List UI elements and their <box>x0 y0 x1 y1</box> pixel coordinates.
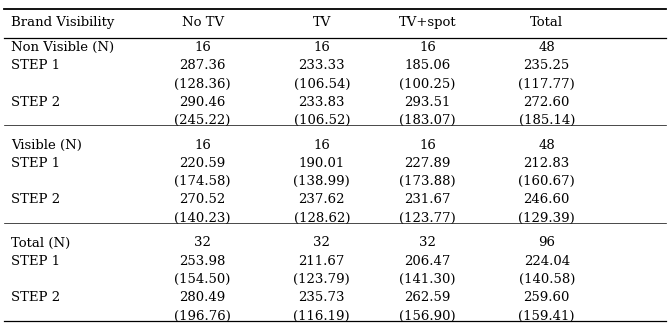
Text: 32: 32 <box>314 237 330 250</box>
Text: 259.60: 259.60 <box>523 291 570 304</box>
Text: (141.30): (141.30) <box>399 273 456 286</box>
Text: 224.04: 224.04 <box>524 255 570 268</box>
Text: STEP 2: STEP 2 <box>11 96 60 109</box>
Text: 280.49: 280.49 <box>180 291 226 304</box>
Text: 237.62: 237.62 <box>299 193 345 206</box>
Text: 16: 16 <box>419 139 436 152</box>
Text: (156.90): (156.90) <box>399 309 456 322</box>
Text: STEP 1: STEP 1 <box>11 157 60 170</box>
Text: Visible (N): Visible (N) <box>11 139 82 152</box>
Text: 48: 48 <box>539 139 555 152</box>
Text: 246.60: 246.60 <box>523 193 570 206</box>
Text: (154.50): (154.50) <box>174 273 231 286</box>
Text: Total: Total <box>530 16 563 29</box>
Text: (123.79): (123.79) <box>293 273 350 286</box>
Text: 16: 16 <box>314 139 330 152</box>
Text: (183.07): (183.07) <box>399 114 456 127</box>
Text: TV+spot: TV+spot <box>399 16 456 29</box>
Text: 16: 16 <box>314 41 330 54</box>
Text: (140.23): (140.23) <box>174 212 231 225</box>
Text: 32: 32 <box>194 237 211 250</box>
Text: 16: 16 <box>419 41 436 54</box>
Text: (128.62): (128.62) <box>293 212 350 225</box>
Text: 262.59: 262.59 <box>405 291 451 304</box>
Text: 211.67: 211.67 <box>299 255 345 268</box>
Text: STEP 1: STEP 1 <box>11 59 60 72</box>
Text: (129.39): (129.39) <box>519 212 575 225</box>
Text: 231.67: 231.67 <box>405 193 451 206</box>
Text: (128.36): (128.36) <box>174 77 231 90</box>
Text: Total (N): Total (N) <box>11 237 70 250</box>
Text: 270.52: 270.52 <box>180 193 226 206</box>
Text: (123.77): (123.77) <box>399 212 456 225</box>
Text: 212.83: 212.83 <box>524 157 570 170</box>
Text: Brand Visibility: Brand Visibility <box>11 16 114 29</box>
Text: (138.99): (138.99) <box>293 175 350 188</box>
Text: No TV: No TV <box>182 16 224 29</box>
Text: STEP 2: STEP 2 <box>11 193 60 206</box>
Text: 16: 16 <box>194 139 211 152</box>
Text: STEP 2: STEP 2 <box>11 291 60 304</box>
Text: (160.67): (160.67) <box>519 175 575 188</box>
Text: 233.83: 233.83 <box>299 96 345 109</box>
Text: (140.58): (140.58) <box>519 273 575 286</box>
Text: STEP 1: STEP 1 <box>11 255 60 268</box>
Text: 290.46: 290.46 <box>180 96 226 109</box>
Text: 272.60: 272.60 <box>523 96 570 109</box>
Text: Non Visible (N): Non Visible (N) <box>11 41 114 54</box>
Text: 32: 32 <box>419 237 436 250</box>
Text: 190.01: 190.01 <box>299 157 345 170</box>
Text: (106.52): (106.52) <box>293 114 350 127</box>
Text: (116.19): (116.19) <box>293 309 350 322</box>
Text: (117.77): (117.77) <box>519 77 575 90</box>
Text: 227.89: 227.89 <box>405 157 451 170</box>
Text: (245.22): (245.22) <box>174 114 231 127</box>
Text: (174.58): (174.58) <box>174 175 231 188</box>
Text: 287.36: 287.36 <box>180 59 226 72</box>
Text: (100.25): (100.25) <box>399 77 456 90</box>
Text: 48: 48 <box>539 41 555 54</box>
Text: 206.47: 206.47 <box>405 255 451 268</box>
Text: 96: 96 <box>538 237 555 250</box>
Text: (173.88): (173.88) <box>399 175 456 188</box>
Text: 253.98: 253.98 <box>180 255 226 268</box>
Text: 16: 16 <box>194 41 211 54</box>
Text: (159.41): (159.41) <box>519 309 575 322</box>
Text: 293.51: 293.51 <box>405 96 451 109</box>
Text: (196.76): (196.76) <box>174 309 231 322</box>
Text: TV: TV <box>313 16 331 29</box>
Text: 185.06: 185.06 <box>405 59 451 72</box>
Text: (106.54): (106.54) <box>293 77 350 90</box>
Text: 220.59: 220.59 <box>180 157 226 170</box>
Text: (185.14): (185.14) <box>519 114 575 127</box>
Text: 233.33: 233.33 <box>298 59 345 72</box>
Text: 235.73: 235.73 <box>299 291 345 304</box>
Text: 235.25: 235.25 <box>524 59 570 72</box>
